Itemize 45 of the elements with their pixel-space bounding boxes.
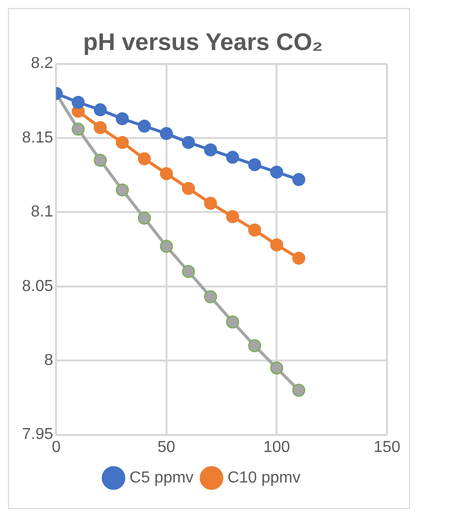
point [248,224,262,237]
point [226,150,240,164]
point [94,154,107,167]
point [94,103,107,116]
y-tick-label: 8.1 [30,204,54,221]
point [204,290,218,304]
y-tick-label: 7.95 [22,426,54,444]
point [292,173,306,186]
x-tick-label: 100 [263,438,290,456]
point [160,127,173,140]
x-tick-label: 0 [52,438,61,456]
point [292,252,306,265]
y-tick-label: 8.05 [22,278,54,295]
legend-label: C5 ppmv [130,469,194,486]
point [226,210,240,224]
legend-label: C10 ppmv [228,469,300,486]
point [160,240,173,253]
point [204,143,218,156]
point [270,238,284,252]
x-tick-label: 50 [158,438,176,456]
point [270,362,284,375]
point [292,384,306,397]
point [248,158,262,172]
point [182,182,195,195]
point [204,196,218,210]
point [72,122,85,136]
point [182,136,195,149]
x-tick-label: 150 [374,438,400,456]
point [116,183,129,196]
point [138,152,151,166]
point [182,265,195,278]
point [138,212,151,225]
point [160,167,173,180]
point [138,120,151,133]
point [116,136,129,149]
y-tick-label: 8 [44,352,54,370]
point [94,121,107,134]
chart-title: pH versus Years CO₂ [83,29,323,56]
point [226,316,240,329]
point [72,96,85,109]
point [116,112,129,126]
point [270,166,284,179]
y-tick-label: 8.2 [30,55,54,72]
y-tick-label: 8.15 [22,129,54,146]
point [248,339,262,352]
